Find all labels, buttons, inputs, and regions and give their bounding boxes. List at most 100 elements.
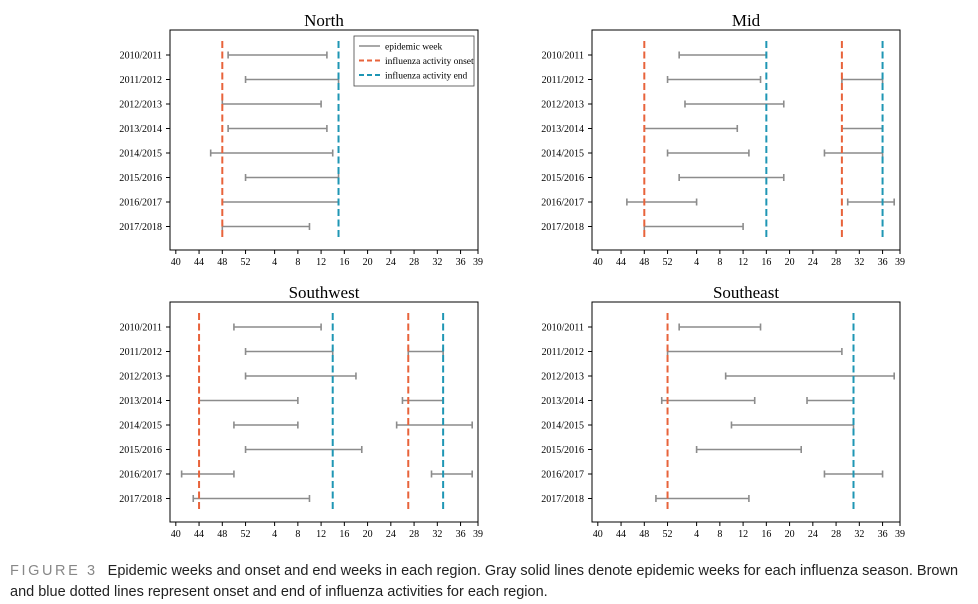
plot-frame bbox=[169, 301, 479, 523]
epidemic-range-2012-2013 bbox=[724, 372, 895, 380]
x-tick-label: 24 bbox=[808, 257, 818, 268]
x-tick-label: 12 bbox=[738, 257, 748, 268]
epidemic-range-2014-2015 bbox=[233, 421, 299, 429]
x-tick-label: 28 bbox=[831, 529, 841, 540]
x-tick-label: 48 bbox=[217, 529, 227, 540]
y-tick-label: 2014/2015 bbox=[541, 421, 584, 432]
x-tick-label: 28 bbox=[409, 529, 419, 540]
x-tick-label: 28 bbox=[409, 257, 419, 268]
x-tick-label: 4 bbox=[272, 257, 277, 268]
legend-label-end: influenza activity end bbox=[385, 70, 468, 81]
epidemic-range-2017-2018 bbox=[643, 223, 744, 230]
figure-label: FIGURE 3 bbox=[10, 563, 98, 579]
x-tick-label: 39 bbox=[895, 529, 905, 540]
y-tick-label: 2010/2011 bbox=[120, 51, 162, 62]
y-tick-label: 2016/2017 bbox=[541, 470, 584, 481]
epidemic-range-2013-2014 bbox=[198, 397, 299, 404]
y-tick-label: 2015/2016 bbox=[119, 173, 162, 184]
epidemic-range-2010-2011 bbox=[227, 51, 328, 59]
x-tick-label: 40 bbox=[593, 257, 603, 268]
x-tick-label: 39 bbox=[473, 529, 483, 540]
epidemic-range-2010-2011 bbox=[678, 51, 768, 59]
epidemic-range-2016-2017 bbox=[846, 198, 895, 206]
epidemic-range-2013-2014 bbox=[643, 125, 739, 132]
x-tick-label: 4 bbox=[272, 529, 277, 540]
x-tick-label: 20 bbox=[785, 529, 795, 540]
y-tick-label: 2017/2018 bbox=[119, 222, 162, 233]
y-tick-label: 2011/2012 bbox=[120, 347, 162, 358]
epidemic-range-2017-2018 bbox=[221, 223, 311, 230]
y-tick-label: 2013/2014 bbox=[541, 396, 584, 407]
x-tick-label: 40 bbox=[171, 257, 181, 268]
y-tick-label: 2014/2015 bbox=[541, 149, 584, 160]
x-tick-label: 48 bbox=[217, 257, 227, 268]
y-tick-label: 2012/2013 bbox=[119, 372, 162, 383]
epidemic-range-2011-2012 bbox=[407, 348, 444, 355]
epidemic-range-2014-2015 bbox=[209, 149, 334, 157]
x-tick-label: 12 bbox=[738, 529, 748, 540]
y-tick-label: 2012/2013 bbox=[541, 100, 584, 111]
epidemic-range-2016-2017 bbox=[221, 198, 340, 206]
epidemic-range-2010-2011 bbox=[678, 323, 762, 331]
x-tick-label: 16 bbox=[339, 257, 349, 268]
x-tick-label: 8 bbox=[295, 529, 300, 540]
caption-text: Epidemic weeks and onset and end weeks i… bbox=[10, 563, 959, 600]
epidemic-range-2014-2015 bbox=[666, 149, 750, 157]
x-tick-label: 12 bbox=[316, 257, 326, 268]
x-tick-label: 20 bbox=[363, 529, 373, 540]
x-tick-label: 44 bbox=[194, 529, 204, 540]
epidemic-range-2010-2011 bbox=[233, 323, 322, 331]
x-tick-label: 32 bbox=[432, 529, 442, 540]
x-tick-label: 24 bbox=[386, 257, 396, 268]
y-tick-label: 2013/2014 bbox=[119, 396, 162, 407]
y-tick-label: 2014/2015 bbox=[119, 421, 162, 432]
x-tick-label: 32 bbox=[432, 257, 442, 268]
y-tick-label: 2017/2018 bbox=[119, 494, 162, 505]
legend-label-onset: influenza activity onset bbox=[385, 56, 474, 67]
y-tick-label: 2012/2013 bbox=[119, 100, 162, 111]
x-tick-label: 44 bbox=[194, 257, 204, 268]
y-tick-label: 2015/2016 bbox=[119, 445, 162, 456]
epidemic-range-2012-2013 bbox=[221, 100, 322, 108]
x-tick-label: 8 bbox=[295, 257, 300, 268]
legend-label-epidemic: epidemic week bbox=[385, 42, 442, 52]
epidemic-range-2015-2016 bbox=[678, 174, 785, 181]
x-tick-label: 40 bbox=[171, 529, 181, 540]
x-tick-label: 32 bbox=[854, 529, 864, 540]
plot-frame bbox=[591, 29, 901, 251]
y-tick-label: 2010/2011 bbox=[542, 323, 584, 334]
epidemic-range-2016-2017 bbox=[626, 198, 698, 206]
x-tick-label: 36 bbox=[456, 529, 466, 540]
x-tick-label: 39 bbox=[473, 257, 483, 268]
figure-caption: FIGURE 3 Epidemic weeks and onset and end… bbox=[10, 561, 975, 603]
y-tick-label: 2013/2014 bbox=[119, 124, 162, 135]
x-tick-label: 20 bbox=[363, 257, 373, 268]
x-tick-label: 48 bbox=[639, 257, 649, 268]
x-tick-label: 16 bbox=[339, 529, 349, 540]
x-tick-label: 16 bbox=[761, 257, 771, 268]
x-tick-label: 52 bbox=[241, 257, 251, 268]
epidemic-range-2011-2012 bbox=[666, 76, 762, 83]
x-tick-label: 52 bbox=[663, 257, 673, 268]
epidemic-range-2014-2015 bbox=[730, 421, 855, 429]
epidemic-range-2013-2014 bbox=[227, 125, 328, 132]
epidemic-range-2011-2012 bbox=[244, 348, 334, 355]
y-tick-label: 2017/2018 bbox=[541, 494, 584, 505]
y-tick-label: 2013/2014 bbox=[541, 124, 584, 135]
y-tick-label: 2011/2012 bbox=[542, 75, 584, 86]
y-tick-label: 2016/2017 bbox=[119, 470, 162, 481]
y-tick-label: 2017/2018 bbox=[541, 222, 584, 233]
epidemic-range-2011-2012 bbox=[841, 76, 884, 83]
legend-box bbox=[353, 35, 475, 87]
x-tick-label: 36 bbox=[878, 257, 888, 268]
x-tick-label: 8 bbox=[717, 529, 722, 540]
x-tick-label: 16 bbox=[761, 529, 771, 540]
epidemic-range-2014-2015 bbox=[823, 149, 884, 157]
plot-frame bbox=[169, 29, 479, 251]
epidemic-range-2011-2012 bbox=[244, 76, 340, 83]
chart-title: Southwest bbox=[289, 283, 360, 302]
y-tick-label: 2014/2015 bbox=[119, 149, 162, 160]
